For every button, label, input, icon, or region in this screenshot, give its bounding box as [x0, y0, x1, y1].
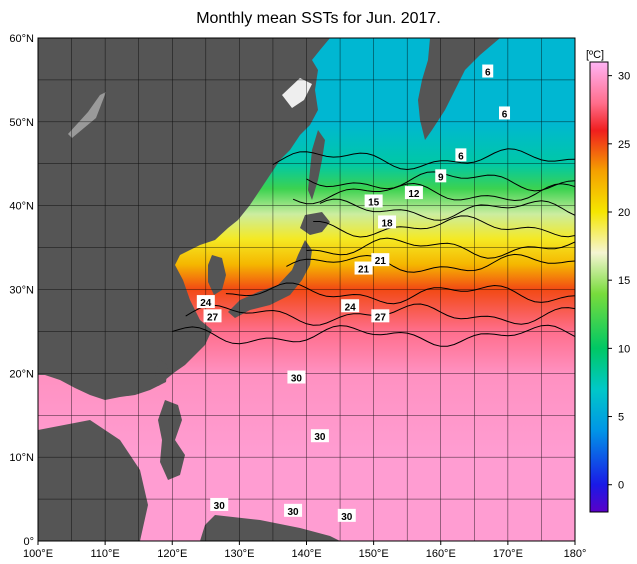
- colorbar-tick-label: 20: [618, 207, 630, 219]
- x-tick-label: 120°E: [157, 548, 187, 560]
- land-hokkaido: [300, 212, 330, 235]
- contour-label-box: [371, 253, 390, 267]
- colorbar-tick-label: 25: [618, 139, 630, 151]
- contour-label: 12: [408, 189, 420, 200]
- x-tick-label: 100°E: [23, 548, 53, 560]
- land-kamchatka: [418, 38, 500, 140]
- y-tick-label: 0°: [23, 536, 34, 548]
- colorbar-unit: [ºC]: [586, 49, 604, 61]
- contour-label: 24: [345, 302, 357, 313]
- x-tick-label: 140°E: [291, 548, 321, 560]
- contour-label-box: [404, 186, 423, 200]
- contour-label-box: [284, 503, 303, 517]
- colorbar-tick-label: 5: [618, 412, 624, 424]
- isotherm-line: [319, 198, 575, 221]
- contour-label-box: [210, 497, 229, 511]
- contour-label: 30: [341, 512, 353, 523]
- x-tick-label: 110°E: [90, 548, 119, 560]
- isotherm-line: [313, 215, 575, 238]
- contour-label-box: [455, 148, 467, 162]
- contour-label: 9: [438, 172, 444, 183]
- contour-label: 6: [458, 151, 464, 162]
- contour-label-box: [364, 194, 383, 208]
- x-tick-label: 160°E: [426, 548, 456, 560]
- contour-label-box: [337, 508, 356, 522]
- contour-label: 21: [375, 256, 387, 267]
- colorbar-tick-label: 10: [618, 343, 630, 355]
- contour-label-box: [196, 295, 215, 309]
- contour-label-box: [354, 261, 373, 275]
- land-lake-baikal: [68, 92, 106, 138]
- contour-label: 30: [291, 374, 303, 385]
- contour-label: 30: [288, 507, 300, 518]
- contour-label-box: [499, 106, 511, 120]
- contour-label-box: [371, 309, 390, 323]
- colorbar-bar: [589, 61, 609, 513]
- isotherm-line: [286, 253, 575, 273]
- land-honshu: [228, 240, 312, 318]
- land-korea: [208, 255, 226, 295]
- land-new-guinea: [200, 515, 340, 541]
- x-axis-ticks: 100°E 110°E 120°E 130°E 140°E 150°E 160°E 170°E…: [23, 541, 586, 560]
- land-taiwan: [155, 360, 168, 386]
- contour-label: 6: [485, 68, 491, 79]
- contour-label: 27: [207, 312, 219, 323]
- lat-lon-grid: [38, 38, 575, 541]
- x-tick-label: 130°E: [224, 548, 254, 560]
- contour-label-box: [203, 309, 222, 323]
- contour-label: 15: [368, 197, 380, 208]
- y-tick-label: 20°N: [9, 368, 34, 380]
- y-tick-label: 40°N: [9, 201, 34, 213]
- x-tick-label: 180°: [564, 548, 587, 560]
- sea-of-okhotsk-ice: [282, 78, 312, 108]
- contour-label: 6: [502, 109, 508, 120]
- x-tick-label: 150°E: [359, 548, 389, 560]
- contour-label-box: [435, 169, 447, 183]
- contour-label: 30: [214, 501, 226, 512]
- colorbar-ticks: 30 25 20 15 10 5 0: [608, 71, 630, 492]
- contour-label: 30: [314, 432, 326, 443]
- colorbar-tick-label: 15: [618, 275, 630, 287]
- y-tick-label: 60°N: [9, 33, 34, 45]
- isotherm-line: [225, 282, 575, 305]
- contour-label-box: [482, 64, 494, 78]
- contour-label-box: [310, 429, 329, 443]
- contour-label-box: [287, 370, 306, 384]
- colorbar-tick-label: 0: [618, 480, 624, 492]
- plot-area: [38, 38, 575, 541]
- y-tick-label: 30°N: [9, 285, 34, 297]
- contour-label-box: [341, 299, 360, 313]
- x-tick-label: 170°E: [493, 548, 523, 560]
- y-tick-label: 50°N: [9, 117, 34, 129]
- y-axis-ticks: 60°N 50°N 40°N 30°N 20°N 10°N 0°: [9, 33, 34, 548]
- land-borneo: [38, 420, 148, 541]
- contour-label: 18: [381, 218, 393, 229]
- land-asia-mainland: [38, 38, 330, 400]
- y-tick-label: 10°N: [9, 452, 34, 464]
- contour-label-box: [378, 215, 397, 229]
- map-title: Monthly mean SSTs for Jun. 2017.: [196, 10, 441, 27]
- contour-label: 21: [358, 265, 370, 276]
- contour-label: 27: [375, 312, 387, 323]
- colorbar-tick-label: 30: [618, 71, 630, 83]
- contour-label: 24: [200, 298, 212, 309]
- land-philippines: [158, 400, 185, 480]
- isotherm-line: [272, 148, 575, 171]
